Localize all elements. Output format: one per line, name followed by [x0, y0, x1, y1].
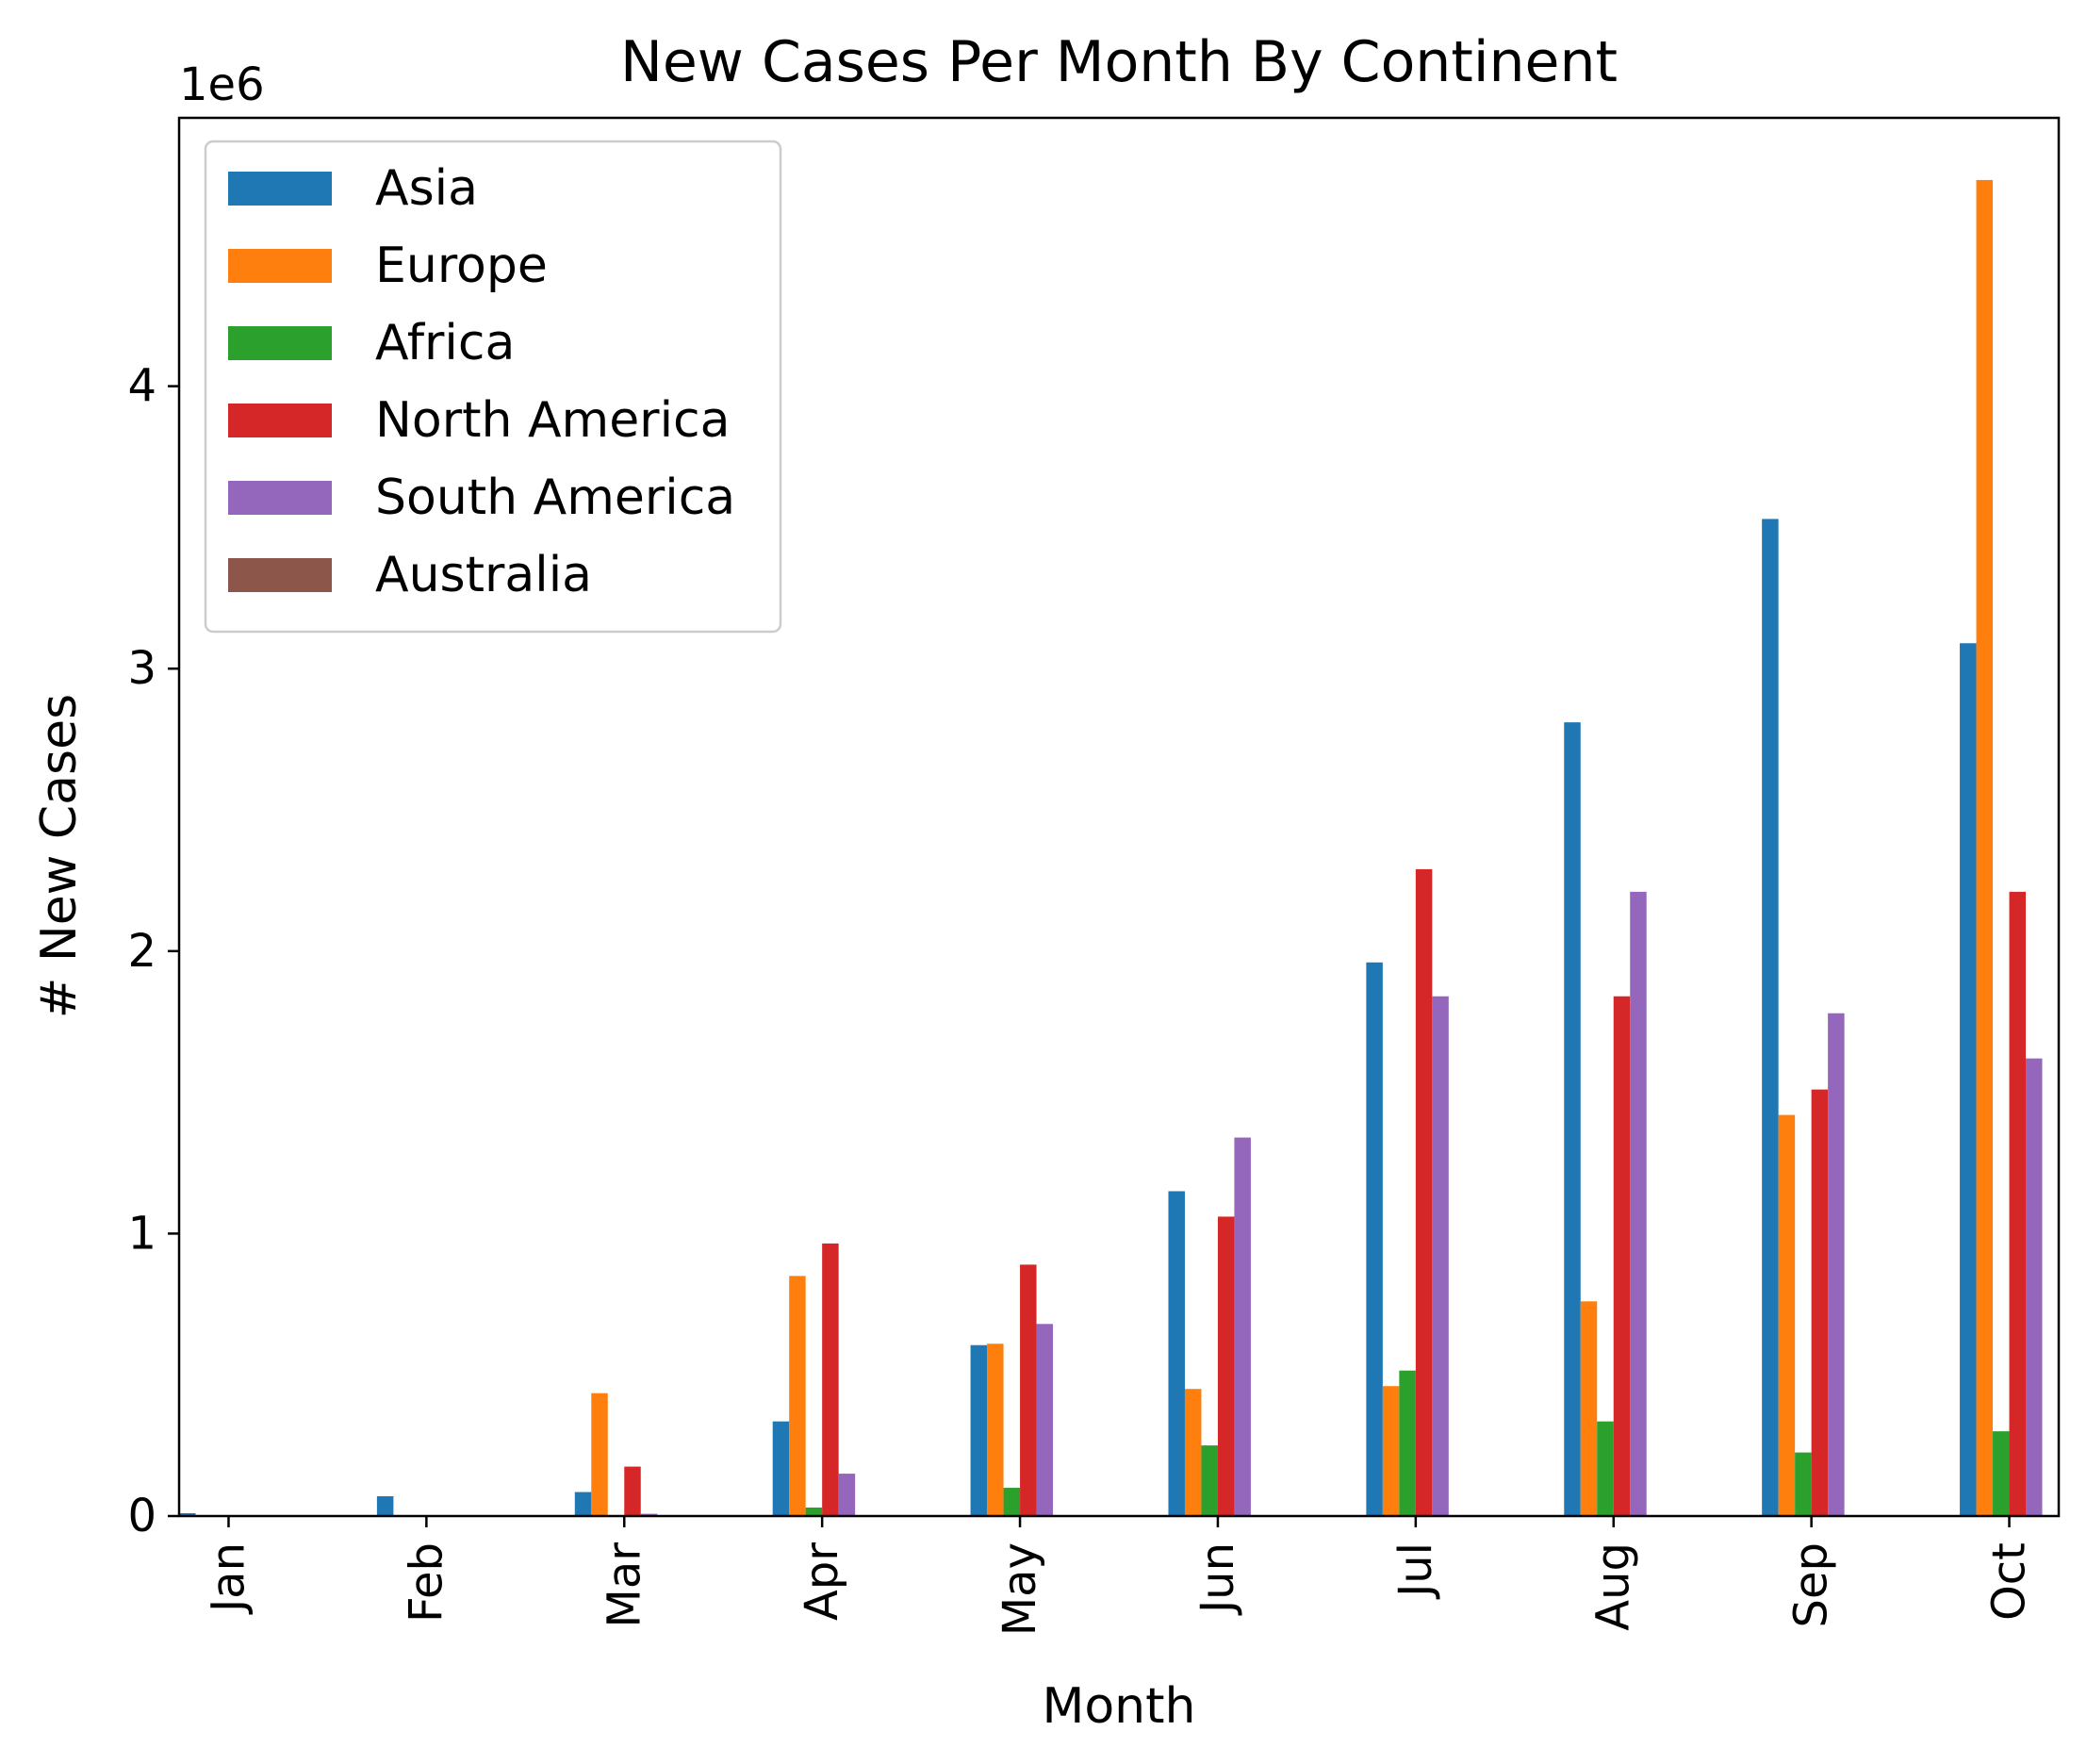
bar-south-america-may — [1036, 1324, 1054, 1516]
bar-africa-apr — [805, 1508, 823, 1516]
y-tick-label: 1 — [127, 1207, 156, 1260]
legend-swatch-south-america — [228, 481, 332, 515]
bar-north-america-mar — [624, 1466, 641, 1516]
plot-frame — [177, 116, 2061, 1518]
bar-north-america-may — [1020, 1264, 1037, 1516]
y-axis-offset-label: 1e6 — [179, 58, 265, 111]
legend-label-south-america: South America — [375, 470, 735, 526]
bar-europe-apr — [789, 1276, 806, 1516]
bar-south-america-aug — [1630, 891, 1647, 1516]
legend-label-australia: Australia — [375, 547, 592, 603]
legend-swatch-europe — [228, 249, 332, 283]
bar-africa-jul — [1399, 1370, 1416, 1516]
chart-title: New Cases Per Month By Continent — [620, 29, 1618, 95]
bar-europe-jun — [1184, 1389, 1202, 1516]
bar-south-america-jun — [1234, 1137, 1251, 1516]
bar-north-america-jul — [1415, 868, 1433, 1516]
bar-europe-sep — [1778, 1114, 1796, 1516]
x-tick-label: Jul — [1389, 1542, 1442, 1600]
bar-south-america-apr — [838, 1474, 856, 1516]
x-tick-label: Sep — [1785, 1542, 1838, 1627]
legend-frame — [204, 140, 782, 634]
bar-asia-may — [970, 1344, 988, 1516]
bar-asia-aug — [1564, 722, 1581, 1516]
y-tick-label: 0 — [127, 1490, 156, 1542]
bars-group — [179, 179, 2043, 1516]
bar-asia-jan — [179, 1513, 196, 1516]
x-tick-label: Aug — [1587, 1542, 1640, 1631]
bar-asia-jun — [1168, 1191, 1185, 1516]
y-axis-label: # New Cases — [31, 694, 88, 1018]
y-tick-label: 4 — [127, 360, 156, 413]
bar-north-america-sep — [1811, 1089, 1829, 1516]
x-tick-label: Jan — [202, 1542, 255, 1615]
bar-africa-sep — [1795, 1452, 1812, 1516]
bar-africa-oct — [1993, 1431, 2010, 1516]
legend-label-africa: Africa — [375, 315, 515, 371]
bar-north-america-oct — [2009, 891, 2027, 1516]
y-tick-label: 2 — [127, 925, 156, 978]
legend-label-north-america: North America — [375, 392, 730, 449]
x-tick-label: Apr — [796, 1542, 848, 1621]
x-tick-label: Mar — [598, 1542, 650, 1628]
bar-africa-aug — [1597, 1421, 1614, 1516]
bar-europe-aug — [1580, 1301, 1598, 1516]
bar-africa-jun — [1201, 1445, 1218, 1516]
x-tick-label: Feb — [400, 1542, 452, 1623]
legend-label-europe: Europe — [375, 238, 548, 294]
bar-south-america-oct — [2026, 1058, 2043, 1516]
bar-europe-oct — [1976, 179, 1994, 1516]
bar-africa-may — [1003, 1488, 1021, 1516]
bar-europe-mar — [591, 1393, 608, 1516]
legend-label-asia: Asia — [375, 160, 478, 217]
y-ticks-group: 0 1 2 3 4 — [127, 360, 179, 1542]
bar-asia-sep — [1762, 519, 1779, 1516]
x-axis-label: Month — [1043, 1678, 1196, 1735]
bar-asia-oct — [1960, 643, 1977, 1516]
bar-south-america-sep — [1828, 1013, 1845, 1516]
bar-europe-jul — [1382, 1386, 1400, 1516]
bar-asia-feb — [376, 1496, 394, 1516]
y-tick-label: 3 — [127, 642, 156, 695]
x-tick-label: Jun — [1191, 1542, 1244, 1616]
x-tick-label: May — [994, 1542, 1046, 1636]
legend-swatch-north-america — [228, 404, 332, 437]
x-ticks-group: Jan Feb Mar Apr May Jun Jul Aug Sep Oct — [202, 1516, 2036, 1636]
bar-europe-may — [987, 1344, 1004, 1516]
bar-north-america-jun — [1217, 1216, 1235, 1516]
legend: Asia Europe Africa North America South Ameri… — [204, 140, 782, 634]
legend-swatch-australia — [228, 558, 332, 592]
bar-south-america-jul — [1432, 996, 1449, 1516]
bar-north-america-apr — [822, 1243, 839, 1516]
bar-asia-apr — [772, 1421, 790, 1516]
legend-swatch-africa — [228, 326, 332, 360]
bar-asia-mar — [574, 1492, 592, 1516]
x-tick-label: Oct — [1983, 1542, 2036, 1621]
legend-swatch-asia — [228, 172, 332, 206]
bar-north-america-aug — [1613, 996, 1631, 1516]
bar-asia-jul — [1366, 962, 1383, 1516]
